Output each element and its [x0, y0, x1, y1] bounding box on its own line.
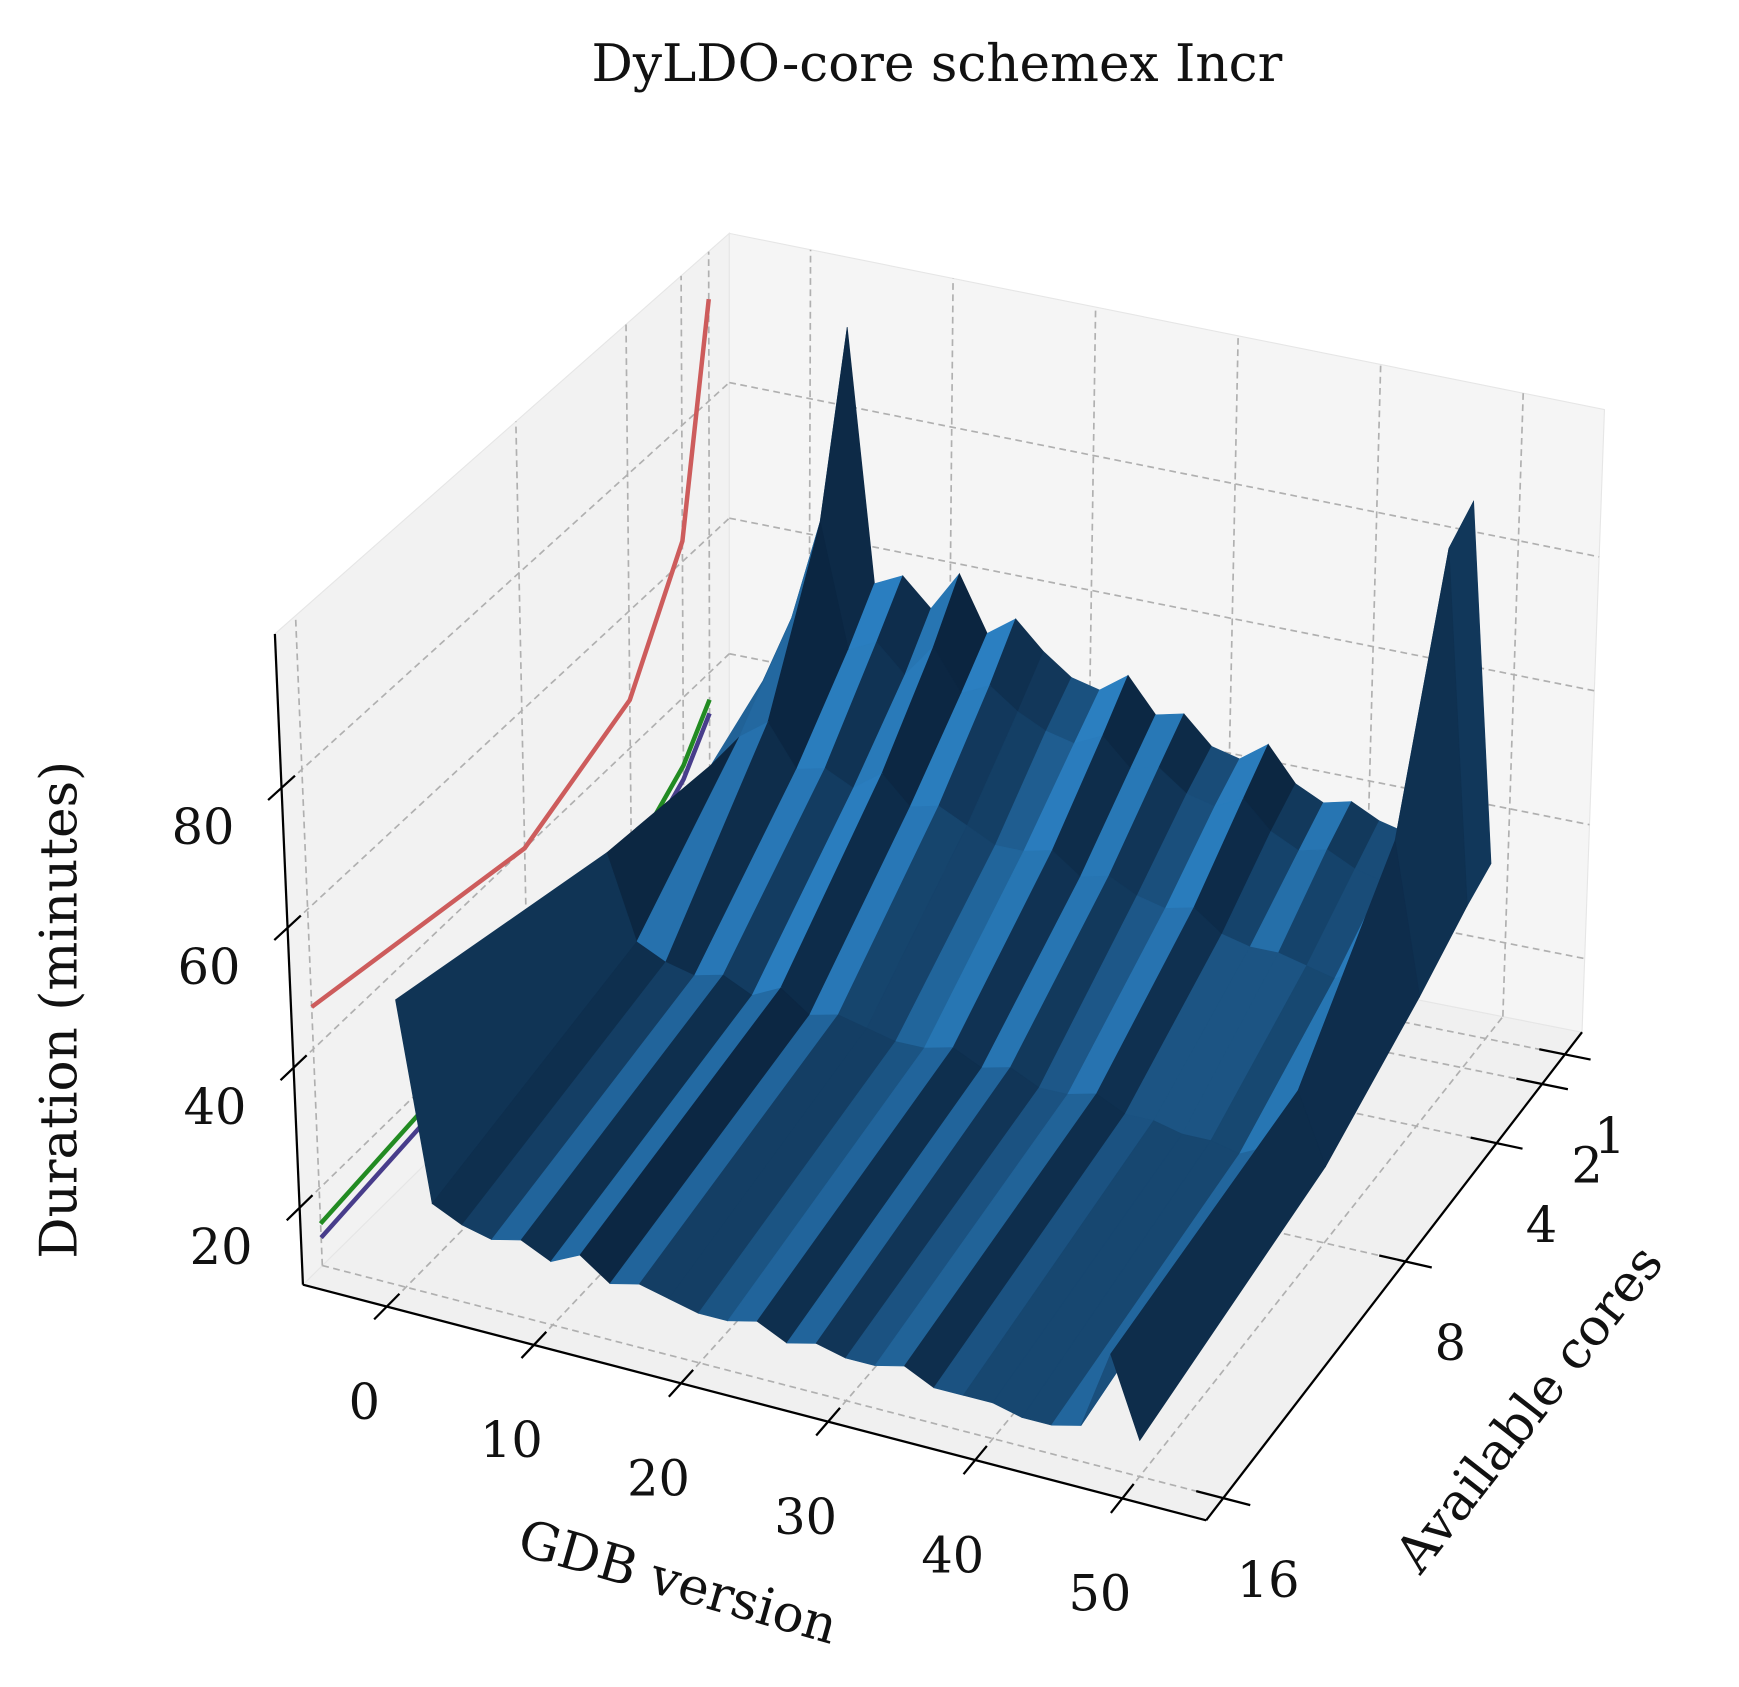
tick-mark	[1195, 1490, 1251, 1507]
tick-mark	[1470, 1136, 1523, 1150]
tick-mark	[279, 1054, 308, 1082]
x-tick-label: 30	[774, 1488, 837, 1546]
wall-line	[310, 298, 711, 1009]
grid-line	[322, 1264, 1224, 1499]
grid-line	[294, 615, 324, 1266]
z-tick-label: 80	[172, 798, 235, 856]
z-axis-label: Duration (minutes)	[29, 761, 89, 1259]
tick-mark	[962, 1445, 988, 1475]
z-tick-label: 60	[178, 938, 241, 996]
axis-line	[302, 1283, 1207, 1522]
tick-mark	[373, 1292, 401, 1321]
y-tick-label: 2	[1571, 1137, 1602, 1195]
tick-mark	[1539, 1048, 1591, 1061]
axis-line	[273, 633, 305, 1285]
z-tick-label: 40	[184, 1078, 247, 1136]
z-tick-label: 20	[190, 1218, 253, 1276]
tick-mark	[815, 1407, 841, 1437]
tick-mark	[273, 914, 302, 941]
x-tick-label: 50	[1068, 1565, 1131, 1623]
grid-line	[1502, 393, 1525, 1017]
x-tick-label: 20	[627, 1450, 690, 1508]
x-tick-label: 40	[921, 1526, 984, 1584]
tick-mark	[520, 1331, 548, 1359]
tick-mark	[668, 1369, 694, 1398]
chart-title: DyLDO-core schemex Incr	[591, 34, 1282, 94]
x-tick-label: 0	[349, 1373, 380, 1431]
tick-mark	[285, 1194, 314, 1222]
tick-mark	[267, 774, 296, 801]
axis-line	[1205, 1031, 1583, 1521]
grid-line	[1121, 1016, 1504, 1499]
tick-mark	[1516, 1077, 1569, 1091]
y-tick-label: 16	[1237, 1551, 1300, 1609]
tick-mark	[1378, 1254, 1433, 1269]
y-tick-label: 4	[1526, 1196, 1557, 1254]
y-tick-label: 1	[1594, 1107, 1625, 1165]
tick-mark	[1110, 1483, 1135, 1514]
grid-line	[729, 381, 1600, 558]
y-tick-label: 8	[1435, 1314, 1466, 1372]
x-tick-label: 10	[480, 1411, 543, 1469]
y-axis-label: Available cores	[1383, 1234, 1675, 1585]
surface-cell	[1110, 1089, 1326, 1442]
